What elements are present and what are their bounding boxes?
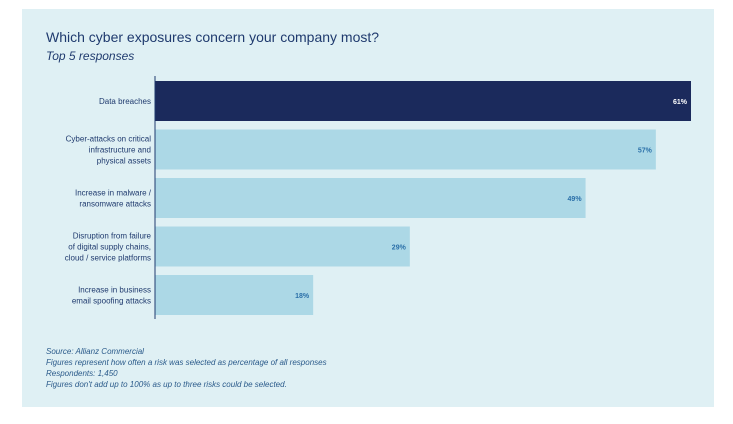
note-figures: Figures represent how often a risk was s… [46,358,327,367]
category-label-line: Increase in malware / [75,189,152,198]
category-label: Increase in malware / ransomware attacks [75,189,152,209]
chart-title: Which cyber exposures concern your compa… [46,29,380,45]
category-label: Cyber-attacks on critical infrastructure … [66,135,152,166]
value-label: 49% [568,196,583,203]
category-label-line: physical assets [97,157,151,166]
category-label-line: Disruption from failure [73,232,152,241]
category-label-line: cloud / service platforms [65,254,151,263]
bar [155,178,586,218]
category-label-line: infrastructure and [89,146,151,155]
value-label: 61% [673,99,688,106]
bar [155,226,410,267]
note-disclaimer: Figures don't add up to 100% as up to th… [46,380,287,389]
category-label: Data breaches [99,97,151,106]
note-respondents: Respondents: 1,450 [46,369,118,378]
category-label-line: Data breaches [99,97,151,106]
value-label: 57% [638,148,653,155]
category-label: Increase in business email spoofing attac… [72,286,151,306]
category-label-line: Increase in business [78,286,151,295]
category-label: Disruption from failure of digital supply… [65,232,152,263]
bar [155,129,656,170]
chart-panel: Which cyber exposures concern your compa… [22,9,714,407]
category-label-line: Cyber-attacks on critical [66,135,152,144]
bar-chart: 61% Data breaches 57% Cyber-attacks on crit… [65,76,691,319]
category-label-line: of digital supply chains, [68,243,151,252]
category-label-line: email spoofing attacks [72,297,151,306]
bar [155,275,314,315]
value-label: 18% [295,293,310,300]
category-label-line: ransomware attacks [79,200,151,209]
bar [155,81,691,121]
value-label: 29% [392,245,407,252]
chart-notes: Source: Allianz Commercial Figures repre… [46,346,327,390]
chart-subtitle: Top 5 responses [46,49,135,63]
note-source: Source: Allianz Commercial [46,347,144,356]
